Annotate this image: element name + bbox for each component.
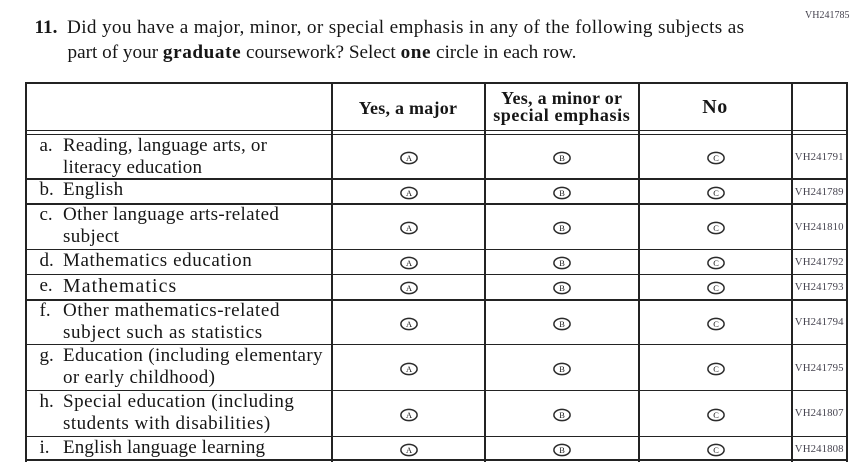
svg-text:C: C (713, 259, 719, 268)
svg-text:A: A (405, 224, 411, 233)
svg-text:C: C (713, 154, 719, 163)
svg-text:C: C (713, 446, 719, 455)
svg-text:B: B (559, 410, 565, 419)
svg-text:B: B (559, 154, 565, 163)
svg-text:B: B (559, 189, 565, 198)
svg-text:A: A (405, 446, 411, 455)
svg-text:A: A (405, 410, 411, 419)
svg-text:B: B (559, 284, 565, 293)
svg-text:C: C (713, 189, 719, 198)
svg-text:B: B (559, 319, 565, 328)
svg-text:B: B (559, 224, 565, 233)
svg-text:A: A (405, 189, 411, 198)
svg-text:A: A (405, 154, 411, 163)
svg-text:C: C (713, 365, 719, 374)
svg-text:C: C (713, 319, 719, 328)
svg-text:A: A (405, 259, 411, 268)
svg-text:A: A (405, 284, 411, 293)
svg-text:A: A (405, 365, 411, 374)
svg-text:C: C (713, 224, 719, 233)
svg-text:B: B (559, 365, 565, 374)
svg-text:A: A (405, 319, 411, 328)
svg-text:C: C (713, 410, 719, 419)
svg-text:B: B (559, 446, 565, 455)
svg-text:C: C (713, 284, 719, 293)
svg-text:B: B (559, 259, 565, 268)
